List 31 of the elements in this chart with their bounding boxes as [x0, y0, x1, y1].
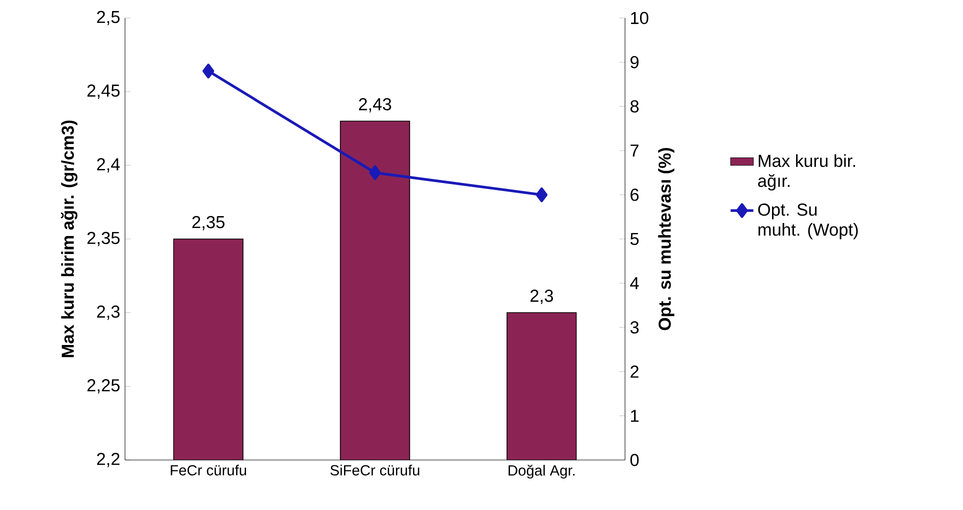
- data-label: 2,3: [530, 290, 553, 304]
- y2-tick-label: 4: [630, 277, 639, 290]
- data-label: 2,35: [192, 216, 224, 230]
- point: [369, 165, 381, 180]
- y2-axis-title: Opt. su muhtevası (%): [658, 148, 674, 330]
- y2-tick-label: 5: [630, 232, 639, 246]
- y-tick-label: 2,35: [87, 232, 120, 246]
- x-tick-label: SiFeCr cürufu: [330, 464, 420, 476]
- y2-tick-label: 9: [630, 56, 639, 68]
- y-tick-label: 2,3: [97, 305, 120, 320]
- y-tick-label: 2,2: [97, 452, 120, 468]
- y2-tick-label: 7: [630, 144, 638, 157]
- y-tick-label: 2,4: [97, 158, 120, 172]
- y2-tick-label: 10: [631, 12, 648, 24]
- point: [536, 187, 548, 202]
- y2-tick-label: 6: [630, 188, 639, 201]
- point: [202, 64, 214, 78]
- legend-label: Max kuru bir. ağır.: [758, 154, 855, 190]
- y-axis-title: Max kuru birim ağır. (gr/cm3): [60, 120, 78, 358]
- y2-tick-label: 0: [630, 454, 639, 466]
- legend-label: Opt. Su muht. (Wopt): [758, 204, 858, 240]
- y-tick-label: 2,45: [87, 84, 120, 99]
- y-tick-label: 2,5: [97, 10, 120, 26]
- x-tick-label: Doğal Agr.: [508, 464, 575, 479]
- x-tick-label: FeCr cürufu: [170, 464, 246, 476]
- y2-tick-label: 1: [631, 410, 639, 422]
- y2-tick-label: 3: [630, 321, 639, 334]
- y-tick-label: 2,25: [87, 379, 120, 394]
- y2-tick-label: 2: [630, 366, 638, 378]
- data-label: 2,43: [359, 98, 392, 112]
- y2-tick-label: 8: [630, 100, 639, 113]
